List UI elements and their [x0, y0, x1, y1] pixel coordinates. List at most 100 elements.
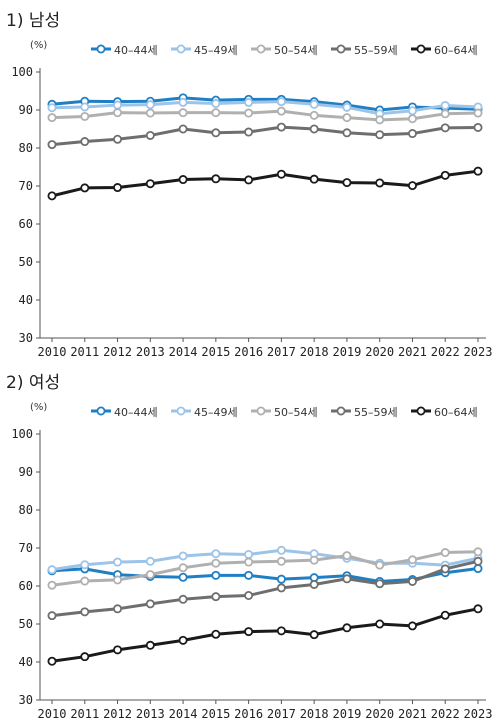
legend-label: 40–44세 — [114, 44, 158, 57]
data-point — [244, 549, 254, 559]
data-point — [276, 545, 286, 555]
series-3 — [47, 547, 483, 590]
data-point — [113, 134, 123, 144]
series-line — [51, 125, 479, 147]
y-tick-label: 50 — [19, 617, 33, 631]
data-point — [440, 123, 450, 133]
data-point — [309, 174, 319, 184]
y-tick-label: 60 — [19, 579, 33, 593]
data-point — [473, 166, 483, 176]
data-point — [244, 627, 254, 637]
legend-dot — [336, 44, 346, 54]
data-point — [113, 100, 123, 110]
data-point — [440, 109, 450, 119]
x-tick-label: 2015 — [201, 345, 230, 359]
y-tick-label: 50 — [19, 255, 33, 269]
y-tick-label: 90 — [19, 103, 33, 117]
data-point — [309, 110, 319, 120]
x-tick-label: 2018 — [300, 345, 329, 359]
legend-label: 50–54세 — [274, 406, 318, 419]
data-point — [113, 183, 123, 193]
series-line — [51, 550, 479, 587]
data-point — [276, 106, 286, 116]
x-tick-label: 2019 — [332, 345, 361, 359]
data-point — [211, 592, 221, 602]
data-point — [244, 175, 254, 185]
data-point — [244, 590, 254, 600]
data-point — [244, 127, 254, 137]
data-point — [309, 99, 319, 109]
y-tick-label: 40 — [19, 655, 33, 669]
data-point — [80, 607, 90, 617]
data-point — [342, 102, 352, 112]
y-tick-label: 90 — [19, 465, 33, 479]
data-point — [407, 181, 417, 191]
x-tick-label: 2011 — [70, 707, 99, 721]
data-point — [407, 129, 417, 139]
data-point — [47, 656, 57, 666]
x-tick-label: 2022 — [431, 707, 460, 721]
data-point — [145, 556, 155, 566]
data-point — [342, 574, 352, 584]
data-point — [276, 574, 286, 584]
x-tick-label: 2014 — [169, 345, 198, 359]
data-point — [276, 122, 286, 132]
x-tick-label: 2021 — [398, 707, 427, 721]
y-tick-label: 80 — [19, 141, 33, 155]
x-tick-label: 2023 — [464, 345, 493, 359]
y-tick-label: 100 — [11, 427, 33, 441]
data-point — [276, 169, 286, 179]
data-point — [407, 106, 417, 116]
series-line — [51, 559, 479, 618]
data-point — [276, 97, 286, 107]
x-tick-label: 2022 — [431, 345, 460, 359]
data-point — [145, 130, 155, 140]
data-point — [113, 557, 123, 567]
data-point — [244, 108, 254, 118]
data-point — [473, 564, 483, 574]
series-line — [51, 96, 479, 112]
legend-label: 55–59세 — [354, 406, 398, 419]
x-tick-label: 2011 — [70, 345, 99, 359]
data-point — [244, 570, 254, 580]
x-tick-label: 2013 — [136, 345, 165, 359]
data-point — [440, 548, 450, 558]
y-tick-label: 40 — [19, 293, 33, 307]
data-point — [80, 576, 90, 586]
data-point — [47, 565, 57, 575]
legend-label: 60–64세 — [434, 44, 478, 57]
x-tick-label: 2015 — [201, 707, 230, 721]
chart-title: 2) 여성 — [6, 373, 61, 393]
y-tick-label: 30 — [19, 693, 33, 707]
series-4 — [47, 122, 483, 150]
data-point — [145, 599, 155, 609]
legend-label: 55–59세 — [354, 44, 398, 57]
legend-dot — [96, 44, 106, 54]
data-point — [178, 175, 188, 185]
data-point — [113, 575, 123, 585]
y-tick-label: 100 — [11, 65, 33, 79]
data-point — [375, 579, 385, 589]
series-4 — [47, 556, 483, 621]
data-point — [211, 128, 221, 138]
x-tick-label: 2023 — [464, 707, 493, 721]
chart-panel-female: 2) 여성 (%) 40–44세 45–49세 50–54세 55–59세 60–64세… — [0, 362, 493, 724]
legend-marker — [91, 44, 111, 54]
legend: 40–44세 45–49세 50–54세 55–59세 60–64세 — [90, 402, 490, 420]
legend-marker — [251, 406, 271, 416]
legend-label: 40–44세 — [114, 406, 158, 419]
data-point — [309, 579, 319, 589]
legend-label: 50–54세 — [274, 44, 318, 57]
legend-marker — [331, 44, 351, 54]
data-point — [47, 191, 57, 201]
data-point — [473, 108, 483, 118]
data-point — [211, 558, 221, 568]
data-point — [473, 604, 483, 614]
data-point — [342, 178, 352, 188]
data-point — [473, 556, 483, 566]
data-point — [211, 549, 221, 559]
data-point — [440, 100, 450, 110]
data-point — [47, 140, 57, 150]
legend-marker — [171, 406, 191, 416]
